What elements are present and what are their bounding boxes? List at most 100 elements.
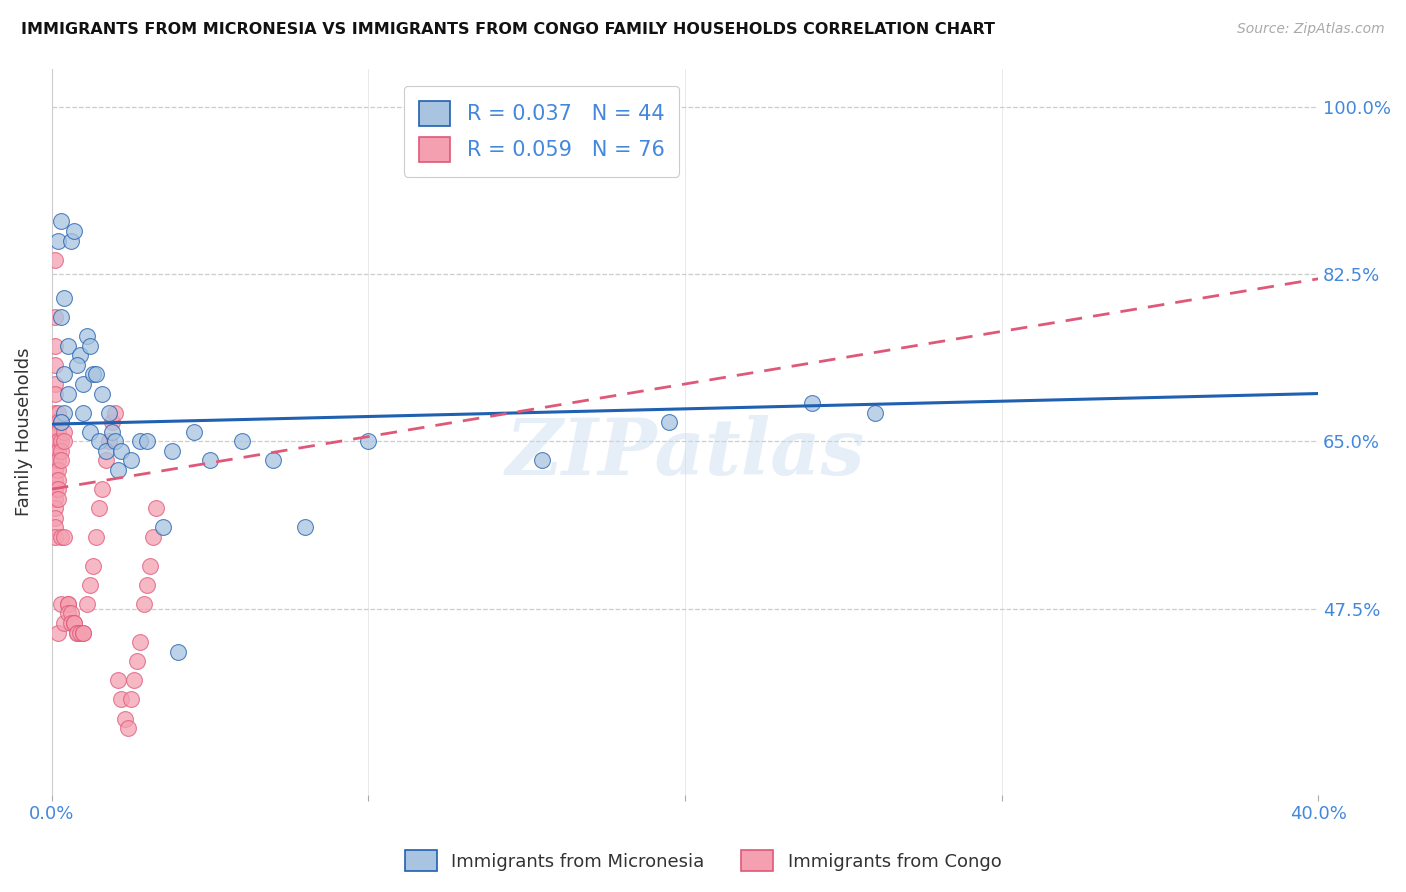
Point	[69, 625, 91, 640]
Point	[531, 453, 554, 467]
Point	[82, 368, 104, 382]
Point	[72, 406, 94, 420]
Point	[84, 530, 107, 544]
Point	[139, 558, 162, 573]
Point	[53, 406, 76, 420]
Point	[97, 434, 120, 449]
Point	[114, 712, 136, 726]
Point	[63, 615, 86, 630]
Point	[44, 358, 66, 372]
Point	[104, 434, 127, 449]
Point	[44, 434, 66, 449]
Point	[91, 386, 114, 401]
Point	[658, 415, 681, 429]
Point	[44, 530, 66, 544]
Point	[110, 444, 132, 458]
Point	[59, 615, 82, 630]
Point	[44, 386, 66, 401]
Point	[46, 491, 69, 506]
Point	[84, 368, 107, 382]
Point	[76, 597, 98, 611]
Point	[294, 520, 316, 534]
Point	[129, 434, 152, 449]
Point	[44, 376, 66, 391]
Point	[120, 692, 142, 706]
Point	[44, 425, 66, 439]
Point	[53, 615, 76, 630]
Point	[51, 415, 73, 429]
Point	[59, 607, 82, 621]
Point	[44, 463, 66, 477]
Point	[46, 473, 69, 487]
Point	[53, 291, 76, 305]
Point	[44, 339, 66, 353]
Point	[66, 358, 89, 372]
Point	[44, 252, 66, 267]
Text: IMMIGRANTS FROM MICRONESIA VS IMMIGRANTS FROM CONGO FAMILY HOUSEHOLDS CORRELATIO: IMMIGRANTS FROM MICRONESIA VS IMMIGRANTS…	[21, 22, 995, 37]
Text: ZIPatlas: ZIPatlas	[505, 416, 865, 491]
Point	[72, 625, 94, 640]
Point	[44, 482, 66, 496]
Point	[82, 558, 104, 573]
Point	[51, 530, 73, 544]
Point	[160, 444, 183, 458]
Point	[129, 635, 152, 649]
Point	[51, 214, 73, 228]
Point	[117, 721, 139, 735]
Point	[44, 511, 66, 525]
Point	[51, 310, 73, 324]
Point	[44, 491, 66, 506]
Point	[142, 530, 165, 544]
Point	[94, 453, 117, 467]
Point	[44, 406, 66, 420]
Point	[120, 453, 142, 467]
Point	[46, 425, 69, 439]
Point	[91, 482, 114, 496]
Point	[76, 329, 98, 343]
Legend: R = 0.037   N = 44, R = 0.059   N = 76: R = 0.037 N = 44, R = 0.059 N = 76	[404, 87, 679, 177]
Point	[44, 444, 66, 458]
Point	[56, 339, 79, 353]
Point	[132, 597, 155, 611]
Point	[89, 434, 111, 449]
Point	[110, 692, 132, 706]
Point	[46, 444, 69, 458]
Point	[46, 406, 69, 420]
Point	[198, 453, 221, 467]
Point	[135, 578, 157, 592]
Point	[107, 673, 129, 688]
Point	[863, 406, 886, 420]
Point	[44, 415, 66, 429]
Point	[63, 615, 86, 630]
Point	[79, 425, 101, 439]
Point	[231, 434, 253, 449]
Point	[46, 234, 69, 248]
Point	[79, 339, 101, 353]
Point	[104, 406, 127, 420]
Point	[107, 463, 129, 477]
Point	[46, 434, 69, 449]
Point	[46, 415, 69, 429]
Point	[53, 530, 76, 544]
Point	[72, 376, 94, 391]
Point	[94, 444, 117, 458]
Point	[44, 520, 66, 534]
Point	[145, 501, 167, 516]
Point	[44, 310, 66, 324]
Point	[66, 625, 89, 640]
Text: Source: ZipAtlas.com: Source: ZipAtlas.com	[1237, 22, 1385, 37]
Point	[44, 453, 66, 467]
Point	[101, 415, 124, 429]
Point	[56, 386, 79, 401]
Point	[46, 482, 69, 496]
Point	[46, 463, 69, 477]
Point	[800, 396, 823, 410]
Point	[56, 607, 79, 621]
Point	[53, 368, 76, 382]
Point	[56, 597, 79, 611]
Point	[44, 501, 66, 516]
Point	[135, 434, 157, 449]
Point	[66, 625, 89, 640]
Point	[101, 425, 124, 439]
Point	[167, 645, 190, 659]
